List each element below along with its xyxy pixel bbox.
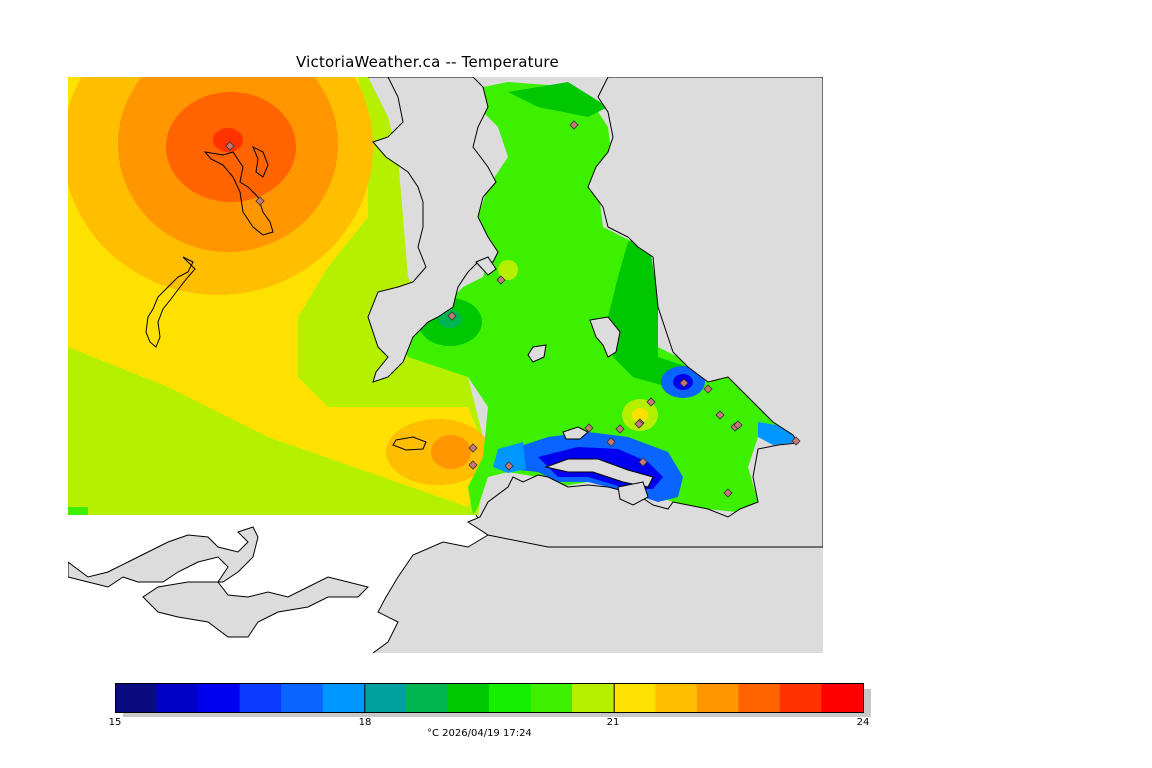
page-title: VictoriaWeather.ca -- Temperature bbox=[296, 53, 559, 71]
legend-color-swatch bbox=[530, 683, 573, 713]
legend-color-swatch bbox=[447, 683, 490, 713]
lake-coastline-north bbox=[203, 151, 274, 236]
cool-zone-west bbox=[493, 442, 526, 473]
station-marker[interactable] bbox=[496, 275, 506, 285]
legend-color-swatch bbox=[198, 683, 241, 713]
western-contour-field bbox=[68, 77, 490, 515]
harbour-water bbox=[544, 458, 654, 488]
station-marker[interactable] bbox=[468, 460, 478, 470]
station-marker[interactable] bbox=[447, 311, 457, 321]
eastern-green-field bbox=[398, 82, 796, 515]
map-canvas bbox=[68, 77, 823, 653]
station-marker[interactable] bbox=[569, 120, 579, 130]
legend-color-swatch bbox=[405, 683, 448, 713]
station-marker[interactable] bbox=[646, 397, 656, 407]
yellow-warm-spot-core bbox=[632, 408, 648, 422]
legend-color-swatch bbox=[613, 683, 656, 713]
station-marker[interactable] bbox=[584, 423, 594, 433]
legend-caption: °C 2026/04/19 17:24 bbox=[427, 728, 532, 739]
legend-color-swatch bbox=[489, 683, 532, 713]
island-small-1 bbox=[527, 344, 547, 363]
legend-color-swatch bbox=[572, 683, 615, 713]
station-marker[interactable] bbox=[715, 410, 725, 420]
cool-zone-shore bbox=[758, 422, 800, 445]
weather-stations bbox=[225, 120, 801, 498]
contour-23-5-zone bbox=[213, 128, 243, 152]
station-marker[interactable] bbox=[255, 196, 265, 206]
island-coastline-south bbox=[392, 436, 427, 451]
temperature-map bbox=[68, 77, 823, 653]
island-saanich-east bbox=[589, 316, 621, 358]
yellow-spot-north bbox=[498, 260, 518, 280]
legend-color-swatch bbox=[156, 683, 199, 713]
harbour-water-3 bbox=[617, 481, 649, 506]
legend-tick-label: 24 bbox=[856, 717, 870, 728]
masked-land-coastline bbox=[372, 514, 489, 653]
inlet-east-coast bbox=[466, 77, 823, 548]
station-marker[interactable] bbox=[703, 384, 713, 394]
lake-coastline-west bbox=[145, 256, 196, 348]
contour-22-5-zone-south bbox=[431, 435, 471, 469]
station-marker[interactable] bbox=[225, 141, 235, 151]
legend-color-swatch bbox=[655, 683, 698, 713]
station-marker[interactable] bbox=[504, 461, 514, 471]
legend-color-swatch bbox=[738, 683, 781, 713]
coastline-inlet bbox=[367, 77, 499, 383]
legend-tick-label: 18 bbox=[358, 717, 372, 728]
harbour-water-2 bbox=[562, 426, 589, 440]
legend-color-swatch bbox=[239, 683, 282, 713]
legend-tick-label: 21 bbox=[606, 717, 620, 728]
legend-color-swatch bbox=[696, 683, 739, 713]
station-marker[interactable] bbox=[634, 419, 644, 429]
station-marker[interactable] bbox=[723, 488, 733, 498]
station-marker[interactable] bbox=[606, 437, 616, 447]
sooke-inlet bbox=[475, 256, 497, 276]
southern-water-feature bbox=[68, 526, 369, 638]
color-legend: 15 18 21 24 °C 2026/04/19 17:24 bbox=[109, 683, 875, 743]
green-strip bbox=[68, 507, 88, 515]
legend-color-swatch bbox=[115, 683, 158, 713]
station-marker[interactable] bbox=[638, 457, 648, 467]
legend-color-swatch bbox=[281, 683, 324, 713]
station-marker[interactable] bbox=[791, 436, 801, 446]
legend-tick-label: 15 bbox=[108, 717, 122, 728]
green-low-west-core bbox=[438, 310, 462, 328]
legend-color-swatch bbox=[364, 683, 407, 713]
darker-green-zone-east bbox=[608, 237, 688, 387]
legend-color-swatch bbox=[322, 683, 365, 713]
legend-color-swatch bbox=[779, 683, 822, 713]
station-marker[interactable] bbox=[468, 443, 478, 453]
legend-color-swatch bbox=[821, 683, 864, 713]
station-marker[interactable] bbox=[679, 378, 689, 388]
legend-bar bbox=[115, 683, 871, 717]
lake-coastline-north-2 bbox=[252, 145, 269, 178]
darker-green-zone bbox=[508, 82, 608, 117]
station-marker[interactable] bbox=[733, 420, 743, 430]
station-marker[interactable] bbox=[615, 424, 625, 434]
